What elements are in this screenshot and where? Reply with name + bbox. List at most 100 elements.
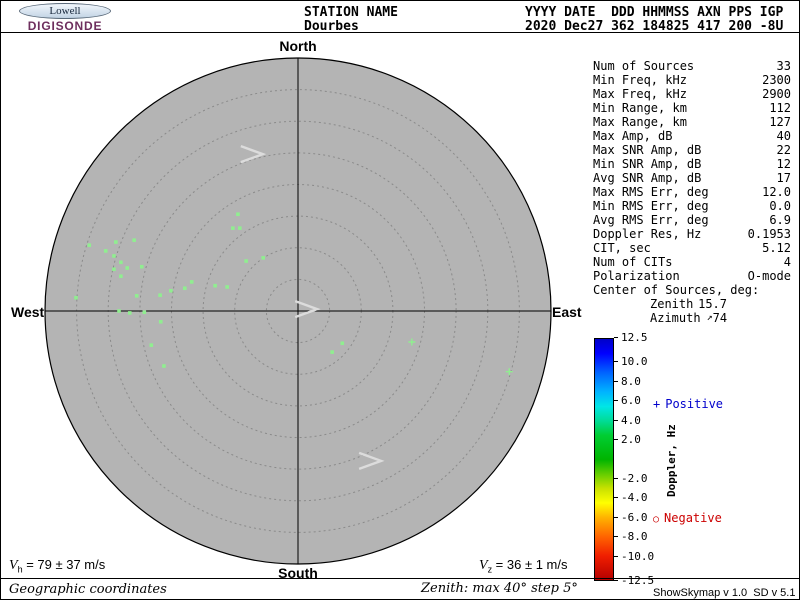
source-point [112, 254, 116, 258]
param-value: 0.0 [769, 199, 791, 213]
drift-arrow-icons [240, 145, 385, 471]
colorbar-gradient [594, 338, 614, 581]
source-point [158, 293, 162, 297]
colorbar-tick-mark [614, 337, 618, 338]
vz-subscript: z [487, 564, 493, 575]
param-row-min-rms-err-deg: Min RMS Err, deg 0.0 [593, 199, 791, 213]
vz-symbol: V [479, 558, 488, 573]
east-label: East [552, 304, 582, 320]
param-label: Min Freq, kHz [593, 73, 687, 87]
param-label: Num of CITs [593, 255, 673, 269]
source-point [261, 256, 266, 260]
colorbar-tick-mark [614, 536, 618, 538]
source-point [142, 310, 147, 315]
station-name-header: STATION NAME [304, 5, 398, 20]
source-point [114, 240, 118, 244]
param-label: Center of Sources, deg: [593, 283, 760, 297]
param-value: 2900 [762, 87, 791, 101]
source-point [119, 274, 123, 279]
version-text: ShowSkymap v 1.0 SD v 5.1 [653, 587, 796, 599]
param-label: Max SNR Amp, dB [593, 143, 702, 157]
source-point [189, 280, 194, 284]
param-row-polarization: Polarization O-mode [593, 269, 791, 283]
param-row-zenith: Zenith 15.7 [593, 297, 791, 311]
parameter-panel: Num of Sources 33 Min Freq, kHz 2300 Max Fre… [593, 59, 791, 325]
logo-digisonde-text: DIGISONDE [27, 19, 103, 33]
param-row-max-freq-khz: Max Freq, kHz 2900 [593, 87, 791, 101]
source-point [213, 283, 217, 288]
colorbar-tick-label: -2.0 [621, 471, 648, 485]
param-row-num-of-cits: Num of CITs 4 [593, 255, 791, 269]
horizontal-velocity: Vh = 79 ± 37 m/s [9, 557, 105, 575]
logo-lowell-text: Lowell [49, 5, 81, 17]
colorbar-tick-label: 8.0 [621, 374, 641, 388]
param-value: 33 [776, 59, 791, 73]
colorbar-tick-label: -10.0 [621, 549, 655, 563]
source-point [244, 259, 248, 263]
param-row-num-of-sources: Num of Sources 33 [593, 59, 791, 73]
param-label: Max Amp, dB [593, 129, 673, 143]
param-value: 74 [712, 311, 728, 325]
source-point [119, 260, 123, 265]
colorbar-tick-mark [614, 439, 618, 441]
arrow-icon [294, 299, 321, 319]
param-label: Doppler Res, Hz [593, 227, 702, 241]
param-label: Min SNR Amp, dB [593, 157, 702, 171]
colorbar-tick-mark [614, 516, 618, 518]
negative-legend: ○ Negative [653, 511, 722, 525]
param-label: Min RMS Err, deg [593, 199, 709, 213]
colorbar-tick-mark [614, 361, 618, 363]
arrow-icon [358, 451, 385, 471]
colorbar-tick-mark [614, 497, 618, 499]
param-value: 5.12 [762, 241, 791, 255]
coordinates-note: Geographic coordinates [9, 582, 167, 597]
lowell-digisonde-logo: Lowell DIGISONDE [9, 3, 121, 33]
source-point [149, 343, 154, 347]
param-row-max-amp-db: Max Amp, dB 40 [593, 129, 791, 143]
param-row-azimuth: Azimuth ↗ 74 [593, 311, 791, 325]
param-row-max-rms-err-deg: Max RMS Err, deg 12.0 [593, 185, 791, 199]
source-point [132, 238, 136, 242]
param-label: Avg RMS Err, deg [593, 213, 709, 227]
footer-divider [1, 578, 799, 579]
param-value: 127 [769, 115, 791, 129]
source-point [125, 266, 130, 270]
source-plus-marker [408, 338, 416, 346]
west-label: West [11, 304, 45, 320]
positive-label: Positive [665, 397, 724, 411]
source-point [103, 249, 108, 253]
colorbar-tick-label: 4.0 [621, 413, 641, 427]
colorbar-tick-mark [614, 580, 618, 581]
param-value: 0.1953 [747, 227, 791, 241]
colorbar-tick-mark [614, 477, 618, 479]
param-label: Azimuth [650, 311, 701, 325]
param-label: CIT, sec [593, 241, 651, 255]
param-label: Polarization [593, 269, 680, 283]
param-label: Max Freq, kHz [593, 87, 687, 101]
param-value: 17 [776, 171, 791, 185]
param-row-min-snr-amp-db: Min SNR Amp, dB 12 [593, 157, 791, 171]
doppler-colorbar: 12.5 10.0 8.0 6.0 4.0 2.0 -2.0 -4.0 -6.0 -8.0 -10.… [594, 331, 658, 587]
param-label: Max Range, km [593, 115, 687, 129]
colorbar-title: Doppler, Hz [665, 424, 678, 498]
colorbar-tick-label: -8.0 [621, 530, 648, 544]
param-value: 15.7 [698, 297, 727, 311]
param-label: Avg SNR Amp, dB [593, 171, 702, 185]
colorbar-tick-label: -12.5 [621, 574, 655, 587]
param-label: Max RMS Err, deg [593, 185, 709, 199]
source-point [169, 288, 173, 293]
colorbar-tick-label: 12.5 [621, 331, 648, 344]
source-point [236, 212, 240, 217]
colorbar-tick-label: 2.0 [621, 433, 641, 447]
source-point [112, 267, 116, 272]
south-label: South [278, 565, 318, 581]
vertical-velocity: Vz = 36 ± 1 m/s [479, 557, 567, 575]
source-point [225, 285, 229, 289]
source-point [238, 226, 242, 230]
param-value: 12.0 [762, 185, 791, 199]
param-value: O-mode [747, 269, 791, 283]
source-point [182, 286, 187, 291]
colorbar-tick-label: -4.0 [621, 491, 648, 505]
colorbar-tick-mark [614, 380, 618, 382]
azimuth-direction-icon: ↗ [706, 312, 713, 323]
